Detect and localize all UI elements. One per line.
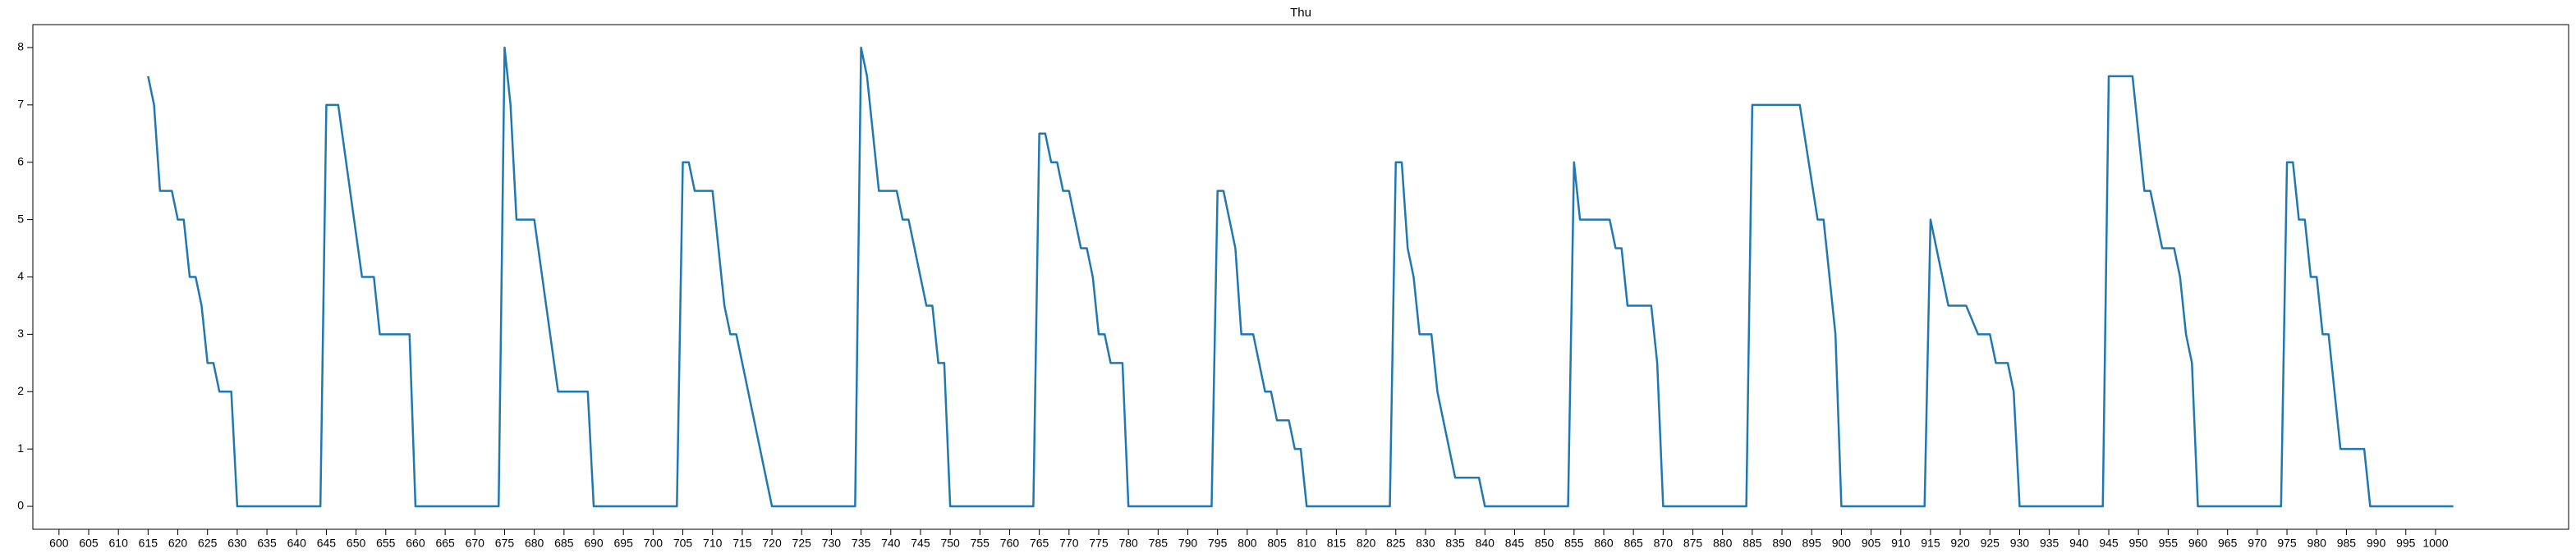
x-tick-label: 900 <box>1832 537 1852 550</box>
x-tick-label: 700 <box>644 537 664 550</box>
x-tick-label: 805 <box>1267 537 1287 550</box>
x-tick-label: 605 <box>79 537 99 550</box>
x-tick-label: 730 <box>822 537 842 550</box>
y-tick-label: 5 <box>17 212 24 225</box>
x-tick-label: 745 <box>911 537 930 550</box>
x-tick-label: 875 <box>1683 537 1703 550</box>
x-tick-label: 710 <box>703 537 723 550</box>
x-tick-label: 640 <box>287 537 307 550</box>
x-tick-label: 955 <box>2159 537 2179 550</box>
x-tick-label: 960 <box>2188 537 2208 550</box>
x-tick-label: 855 <box>1564 537 1584 550</box>
y-tick-label: 8 <box>17 40 24 53</box>
x-tick-label: 835 <box>1445 537 1465 550</box>
y-tick-label: 7 <box>17 98 24 111</box>
x-tick-label: 985 <box>2337 537 2357 550</box>
x-tick-label: 910 <box>1891 537 1911 550</box>
x-tick-label: 670 <box>466 537 485 550</box>
x-tick-label: 705 <box>673 537 693 550</box>
x-tick-label: 965 <box>2218 537 2238 550</box>
x-tick-label: 795 <box>1208 537 1228 550</box>
x-tick-label: 630 <box>227 537 247 550</box>
x-tick-label: 720 <box>762 537 782 550</box>
x-tick-label: 755 <box>971 537 990 550</box>
x-tick-label: 885 <box>1743 537 1762 550</box>
x-tick-label: 660 <box>406 537 425 550</box>
x-tick-label: 610 <box>109 537 129 550</box>
x-tick-label: 870 <box>1654 537 1674 550</box>
x-tick-label: 845 <box>1505 537 1525 550</box>
x-tick-label: 665 <box>435 537 455 550</box>
x-tick-label: 645 <box>317 537 337 550</box>
x-tick-label: 715 <box>732 537 752 550</box>
x-tick-label: 770 <box>1059 537 1079 550</box>
y-tick-label: 2 <box>17 384 24 397</box>
x-tick-label: 695 <box>614 537 634 550</box>
x-tick-label: 750 <box>940 537 960 550</box>
x-tick-label: 625 <box>198 537 218 550</box>
x-tick-label: 810 <box>1297 537 1317 550</box>
x-tick-label: 940 <box>2069 537 2089 550</box>
x-tick-label: 980 <box>2307 537 2327 550</box>
x-tick-label: 995 <box>2396 537 2416 550</box>
x-tick-label: 825 <box>1386 537 1406 550</box>
y-tick-label: 6 <box>17 154 24 167</box>
x-tick-label: 735 <box>852 537 871 550</box>
x-tick-label: 685 <box>554 537 574 550</box>
x-tick-label: 905 <box>1862 537 1881 550</box>
x-tick-label: 865 <box>1623 537 1643 550</box>
x-tick-label: 760 <box>1000 537 1020 550</box>
x-tick-label: 765 <box>1030 537 1049 550</box>
x-tick-label: 975 <box>2277 537 2297 550</box>
x-tick-label: 840 <box>1476 537 1495 550</box>
x-tick-label: 950 <box>2128 537 2148 550</box>
x-tick-label: 740 <box>881 537 901 550</box>
chart-title: Thu <box>1290 6 1311 20</box>
y-tick-label: 4 <box>17 269 24 282</box>
x-tick-label: 635 <box>257 537 277 550</box>
x-tick-label: 800 <box>1237 537 1257 550</box>
x-tick-label: 600 <box>49 537 69 550</box>
y-tick-label: 1 <box>17 441 24 455</box>
x-tick-label: 895 <box>1802 537 1822 550</box>
x-tick-label: 655 <box>376 537 396 550</box>
x-tick-label: 970 <box>2248 537 2267 550</box>
x-tick-label: 815 <box>1327 537 1347 550</box>
x-tick-label: 680 <box>525 537 544 550</box>
x-tick-label: 675 <box>495 537 515 550</box>
x-tick-label: 945 <box>2099 537 2119 550</box>
x-tick-label: 890 <box>1772 537 1792 550</box>
x-tick-label: 650 <box>347 537 366 550</box>
x-tick-label: 780 <box>1118 537 1138 550</box>
x-tick-label: 725 <box>792 537 812 550</box>
x-tick-label: 850 <box>1535 537 1554 550</box>
x-tick-label: 775 <box>1089 537 1109 550</box>
x-tick-label: 925 <box>1981 537 2000 550</box>
x-tick-label: 860 <box>1594 537 1614 550</box>
x-tick-label: 690 <box>584 537 604 550</box>
x-tick-label: 620 <box>168 537 188 550</box>
x-tick-label: 930 <box>2010 537 2030 550</box>
x-tick-label: 785 <box>1149 537 1169 550</box>
x-tick-label: 1000 <box>2422 537 2448 550</box>
x-tick-label: 790 <box>1178 537 1198 550</box>
data-line <box>147 46 2454 508</box>
x-tick-label: 830 <box>1416 537 1435 550</box>
x-tick-label: 915 <box>1921 537 1940 550</box>
x-tick-label: 880 <box>1713 537 1733 550</box>
y-tick-label: 3 <box>17 327 24 340</box>
y-tick-label: 0 <box>17 499 24 512</box>
x-tick-label: 920 <box>1950 537 1970 550</box>
x-tick-label: 820 <box>1357 537 1376 550</box>
x-tick-label: 935 <box>2040 537 2059 550</box>
x-tick-label: 615 <box>139 537 158 550</box>
x-tick-label: 990 <box>2367 537 2386 550</box>
